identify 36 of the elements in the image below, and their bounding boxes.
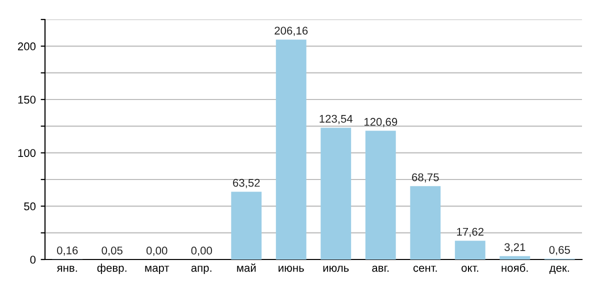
x-tick-label: авг. bbox=[372, 266, 389, 272]
x-tick-label: июль bbox=[323, 266, 349, 272]
data-label: 206,16 bbox=[274, 26, 308, 36]
y-tick-label: 100 bbox=[18, 149, 36, 157]
data-label: 17,62 bbox=[457, 228, 484, 238]
x-tick-label: июнь bbox=[278, 266, 304, 272]
bar bbox=[410, 186, 441, 260]
x-tick-label: февр. bbox=[97, 264, 126, 274]
x-tick-label: апр. bbox=[191, 266, 212, 274]
x-tick-label: окт. bbox=[462, 266, 478, 272]
data-label: 63,52 bbox=[233, 178, 260, 188]
bar bbox=[320, 128, 352, 260]
bar bbox=[454, 240, 486, 260]
x-tick-label: май bbox=[237, 263, 256, 272]
y-tick-label: 50 bbox=[24, 202, 36, 210]
y-tick-label: 150 bbox=[18, 96, 36, 104]
x-tick-label: янв. bbox=[56, 266, 77, 272]
y-tick-label: 0 bbox=[30, 256, 36, 264]
y-tick-label: 200 bbox=[18, 42, 36, 50]
data-label: 0,16 bbox=[56, 246, 78, 256]
data-label: 0,00 bbox=[191, 246, 212, 256]
x-tick-label: дек. bbox=[549, 266, 569, 274]
data-label: 123,54 bbox=[320, 114, 353, 124]
data-label: 120,69 bbox=[364, 118, 398, 128]
x-tick-label: сент. bbox=[413, 266, 437, 272]
data-label: 68,75 bbox=[412, 173, 439, 183]
data-label: 0,65 bbox=[549, 246, 570, 256]
data-label: 0,05 bbox=[102, 246, 122, 256]
data-label: 0,00 bbox=[146, 246, 168, 256]
x-tick-label: март bbox=[145, 266, 170, 274]
bar bbox=[500, 256, 530, 260]
bar bbox=[231, 192, 262, 260]
data-label: 3,21 bbox=[504, 243, 526, 252]
x-tick-label: нояб. bbox=[502, 264, 528, 272]
bar bbox=[276, 40, 306, 260]
bar bbox=[365, 130, 396, 260]
